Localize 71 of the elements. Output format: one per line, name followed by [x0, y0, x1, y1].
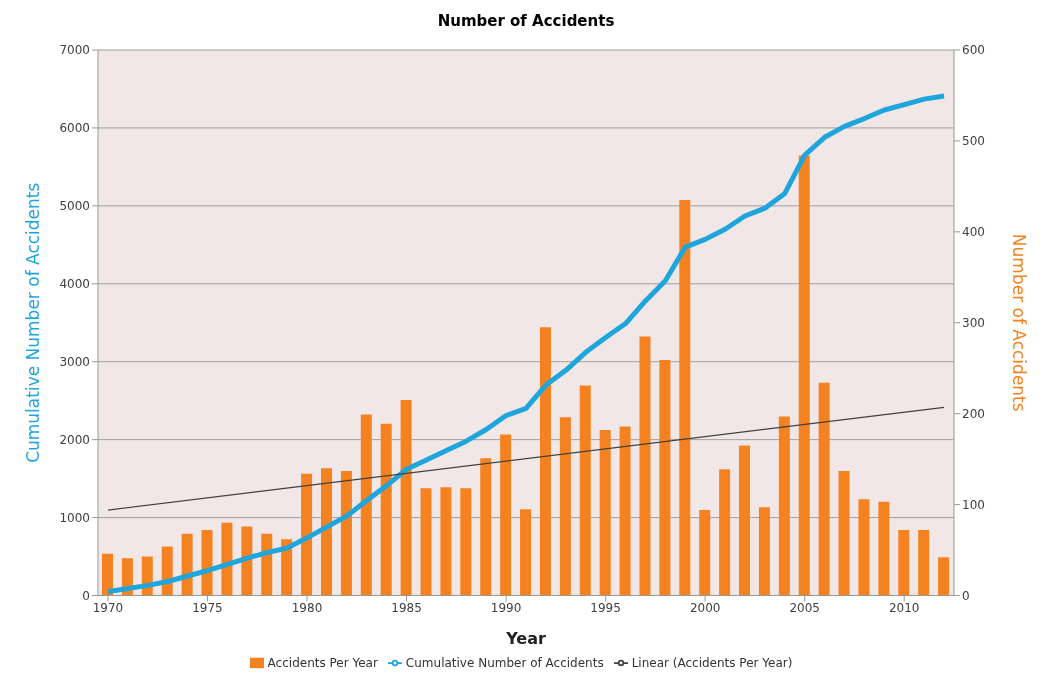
y-tick-label: 4000 [59, 277, 90, 292]
bar [340, 470, 352, 596]
bar [221, 522, 233, 596]
legend-label: Linear (Accidents Per Year) [631, 655, 793, 670]
y2-tick-label: 0 [962, 588, 970, 603]
y2-tick-label: 200 [962, 406, 985, 421]
bar [440, 487, 452, 596]
bar [102, 553, 113, 596]
bar [619, 426, 631, 596]
bar [719, 469, 731, 596]
y-tick-label: 2000 [59, 432, 90, 447]
y-axis-title: Cumulative Number of Accidents [23, 182, 44, 463]
bar [380, 423, 392, 596]
legend-label: Cumulative Number of Accidents [405, 655, 604, 670]
x-tick-label: 1980 [291, 601, 323, 616]
bar [320, 468, 332, 596]
x-tick-label: 2000 [689, 601, 721, 616]
bar [758, 507, 770, 596]
x-tick-label: 1985 [391, 601, 422, 616]
chart-title: Number of Accidents [436, 11, 616, 30]
bar [679, 200, 691, 596]
bar [281, 539, 293, 596]
bar [798, 155, 810, 596]
bar [778, 416, 790, 596]
bar [480, 458, 492, 596]
y-tick-label: 5000 [59, 199, 90, 214]
x-tick-label: 2010 [888, 601, 920, 616]
bar [878, 501, 890, 596]
bar [818, 382, 830, 596]
y-tick-label: 1000 [59, 510, 90, 525]
bar [500, 434, 512, 596]
bar [520, 509, 532, 596]
bar [400, 400, 412, 596]
bar [838, 470, 850, 596]
bar [699, 510, 711, 596]
bar [579, 385, 591, 596]
x-tick-label: 1975 [192, 601, 223, 616]
x-tick-label: 2005 [789, 601, 820, 616]
bar [460, 488, 472, 596]
bar [659, 360, 671, 596]
bar [241, 526, 253, 596]
bar [559, 417, 571, 596]
y-tick-label: 0 [82, 588, 90, 603]
x-tick-label: 1970 [92, 601, 124, 616]
bar [918, 530, 930, 596]
y2-tick-label: 100 [962, 497, 985, 512]
bar [360, 414, 372, 596]
y2-axis-title: Number of Accidents [1008, 233, 1029, 412]
bar [938, 557, 950, 596]
y2-tick-label: 300 [962, 316, 985, 331]
y2-tick-label: 600 [962, 43, 985, 58]
bar [201, 530, 213, 596]
bar [420, 488, 432, 596]
x-axis-title: Year [505, 628, 546, 648]
bar [599, 430, 611, 596]
y2-tick-label: 500 [962, 134, 985, 149]
x-tick-label: 1990 [490, 601, 522, 616]
bar [539, 327, 551, 596]
y-tick-label: 6000 [59, 121, 90, 136]
bar [301, 473, 313, 596]
bar [898, 530, 910, 596]
bar [181, 533, 193, 596]
bar [261, 533, 273, 596]
y-tick-label: 7000 [59, 43, 90, 58]
x-tick-label: 1995 [590, 601, 621, 616]
bar [639, 336, 651, 596]
y2-tick-label: 400 [962, 225, 985, 240]
bar [739, 445, 751, 596]
y-tick-label: 3000 [59, 354, 90, 369]
bar [858, 499, 870, 596]
legend-label: Accidents Per Year [267, 655, 378, 670]
